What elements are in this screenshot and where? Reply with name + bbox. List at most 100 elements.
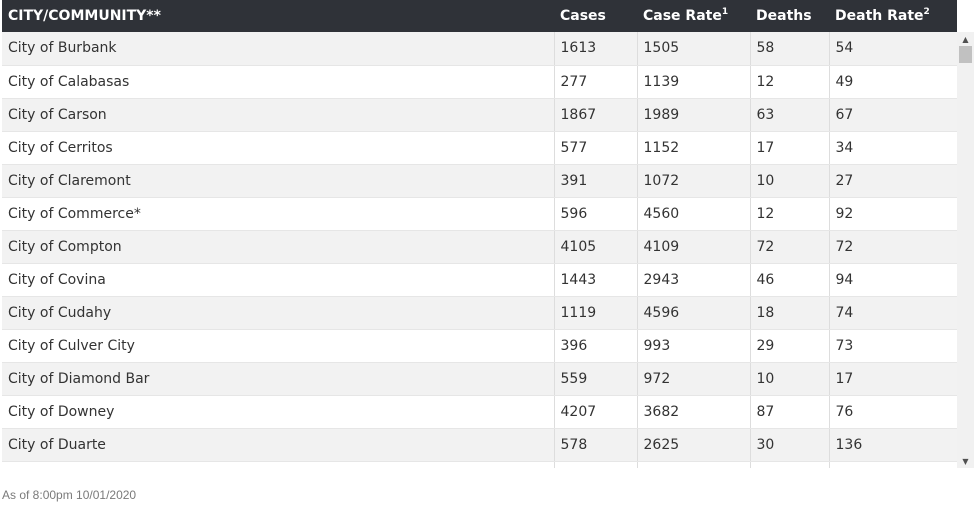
cell-deaths: 87: [749, 395, 829, 429]
cell-city: City of Downey: [2, 395, 554, 429]
cell-cases: 559: [553, 362, 637, 396]
cell-case-rate: 2625: [636, 428, 750, 462]
cell-city: City of Carson: [2, 98, 554, 132]
header-deaths: Deaths: [750, 0, 829, 32]
header-cases-label: Cases: [560, 8, 606, 24]
table-row: [2, 461, 957, 468]
cell-city: City of Claremont: [2, 164, 554, 198]
cell-case-rate: 1989: [636, 98, 750, 132]
cell-case-rate: 993: [636, 329, 750, 363]
cell-deaths: 12: [749, 197, 829, 231]
cell-city: City of Cerritos: [2, 131, 554, 165]
cell-death-rate: 67: [828, 98, 957, 132]
cell-deaths: 17: [749, 131, 829, 165]
cell-cases: 596: [553, 197, 637, 231]
cell-deaths: 10: [749, 164, 829, 198]
cell-deaths: 10: [749, 362, 829, 396]
cell-cases: 396: [553, 329, 637, 363]
cell-cases: 1119: [553, 296, 637, 330]
cell-cases: 4105: [553, 230, 637, 264]
cell-death-rate: 34: [828, 131, 957, 165]
cell-death-rate: 74: [828, 296, 957, 330]
cell-case-rate: 3682: [636, 395, 750, 429]
data-table-frame: CITY/COMMUNITY** Cases Case Rate1 Deaths…: [2, 0, 975, 468]
cell-death-rate: [828, 461, 957, 468]
cell-city: City of Duarte: [2, 428, 554, 462]
cell-death-rate: 27: [828, 164, 957, 198]
scroll-down-arrow-icon[interactable]: ▼: [962, 456, 969, 466]
cell-city: [2, 461, 554, 468]
header-death-rate-footnote: 2: [923, 7, 930, 17]
cell-case-rate: 1072: [636, 164, 750, 198]
header-death-rate: Death Rate2: [829, 0, 957, 32]
cell-city: City of Diamond Bar: [2, 362, 554, 396]
cell-deaths: 12: [749, 65, 829, 99]
cell-city: City of Compton: [2, 230, 554, 264]
vertical-scrollbar[interactable]: ▲ ▼: [957, 32, 974, 468]
as-of-timestamp: As of 8:00pm 10/01/2020: [2, 488, 137, 502]
header-city-label: CITY/COMMUNITY**: [8, 8, 161, 24]
header-death-rate-label: Death Rate: [835, 8, 924, 24]
cell-cases: 1613: [553, 32, 637, 66]
table-row: City of Commerce* 596 4560 12 92: [2, 197, 957, 231]
cell-deaths: 29: [749, 329, 829, 363]
cell-case-rate: 2943: [636, 263, 750, 297]
cell-cases: 577: [553, 131, 637, 165]
table-row: City of Cerritos 577 1152 17 34: [2, 131, 957, 165]
table-body: City of Burbank 1613 1505 58 54 City of Calab…: [2, 32, 957, 468]
cell-death-rate: 94: [828, 263, 957, 297]
table-row: City of Cudahy 1119 4596 18 74: [2, 296, 957, 330]
header-deaths-label: Deaths: [756, 8, 812, 24]
cell-cases: 4207: [553, 395, 637, 429]
cell-deaths: 63: [749, 98, 829, 132]
cell-city: City of Cudahy: [2, 296, 554, 330]
cell-death-rate: 17: [828, 362, 957, 396]
scrollbar-thumb[interactable]: [959, 46, 972, 63]
cell-case-rate: 1139: [636, 65, 750, 99]
cell-city: City of Covina: [2, 263, 554, 297]
cell-deaths: 72: [749, 230, 829, 264]
header-cases: Cases: [554, 0, 637, 32]
header-city: CITY/COMMUNITY**: [2, 0, 554, 32]
cell-death-rate: 54: [828, 32, 957, 66]
cell-deaths: 18: [749, 296, 829, 330]
cell-deaths: [749, 461, 829, 468]
cell-deaths: 58: [749, 32, 829, 66]
cell-cases: 578: [553, 428, 637, 462]
cell-case-rate: 4560: [636, 197, 750, 231]
cell-city: City of Commerce*: [2, 197, 554, 231]
cell-cases: 391: [553, 164, 637, 198]
header-row: CITY/COMMUNITY** Cases Case Rate1 Deaths…: [2, 0, 957, 32]
cell-death-rate: 49: [828, 65, 957, 99]
cell-cases: 1443: [553, 263, 637, 297]
table-row: City of Carson 1867 1989 63 67: [2, 98, 957, 132]
table-header: CITY/COMMUNITY** Cases Case Rate1 Deaths…: [2, 0, 957, 32]
cell-death-rate: 73: [828, 329, 957, 363]
table-row: City of Burbank 1613 1505 58 54: [2, 32, 957, 66]
cell-city: City of Burbank: [2, 32, 554, 66]
cell-death-rate: 72: [828, 230, 957, 264]
cell-deaths: 46: [749, 263, 829, 297]
header-case-rate: Case Rate1: [637, 0, 750, 32]
cell-death-rate: 136: [828, 428, 957, 462]
table-row: City of Diamond Bar 559 972 10 17: [2, 362, 957, 396]
cell-death-rate: 76: [828, 395, 957, 429]
scroll-up-arrow-icon[interactable]: ▲: [962, 34, 969, 44]
table-row: City of Claremont 391 1072 10 27: [2, 164, 957, 198]
cell-cases: 277: [553, 65, 637, 99]
cell-case-rate: [636, 461, 750, 468]
cell-cases: 1867: [553, 98, 637, 132]
table-row: City of Duarte 578 2625 30 136: [2, 428, 957, 462]
cell-death-rate: 92: [828, 197, 957, 231]
cell-case-rate: 1152: [636, 131, 750, 165]
table-row: City of Compton 4105 4109 72 72: [2, 230, 957, 264]
table-row: City of Culver City 396 993 29 73: [2, 329, 957, 363]
table-row: City of Downey 4207 3682 87 76: [2, 395, 957, 429]
cell-case-rate: 4109: [636, 230, 750, 264]
cell-case-rate: 972: [636, 362, 750, 396]
table-row: City of Covina 1443 2943 46 94: [2, 263, 957, 297]
header-case-rate-footnote: 1: [721, 7, 729, 17]
city-data-table: CITY/COMMUNITY** Cases Case Rate1 Deaths…: [2, 0, 957, 468]
cell-case-rate: 4596: [636, 296, 750, 330]
table-scroll-area[interactable]: CITY/COMMUNITY** Cases Case Rate1 Deaths…: [2, 0, 957, 468]
